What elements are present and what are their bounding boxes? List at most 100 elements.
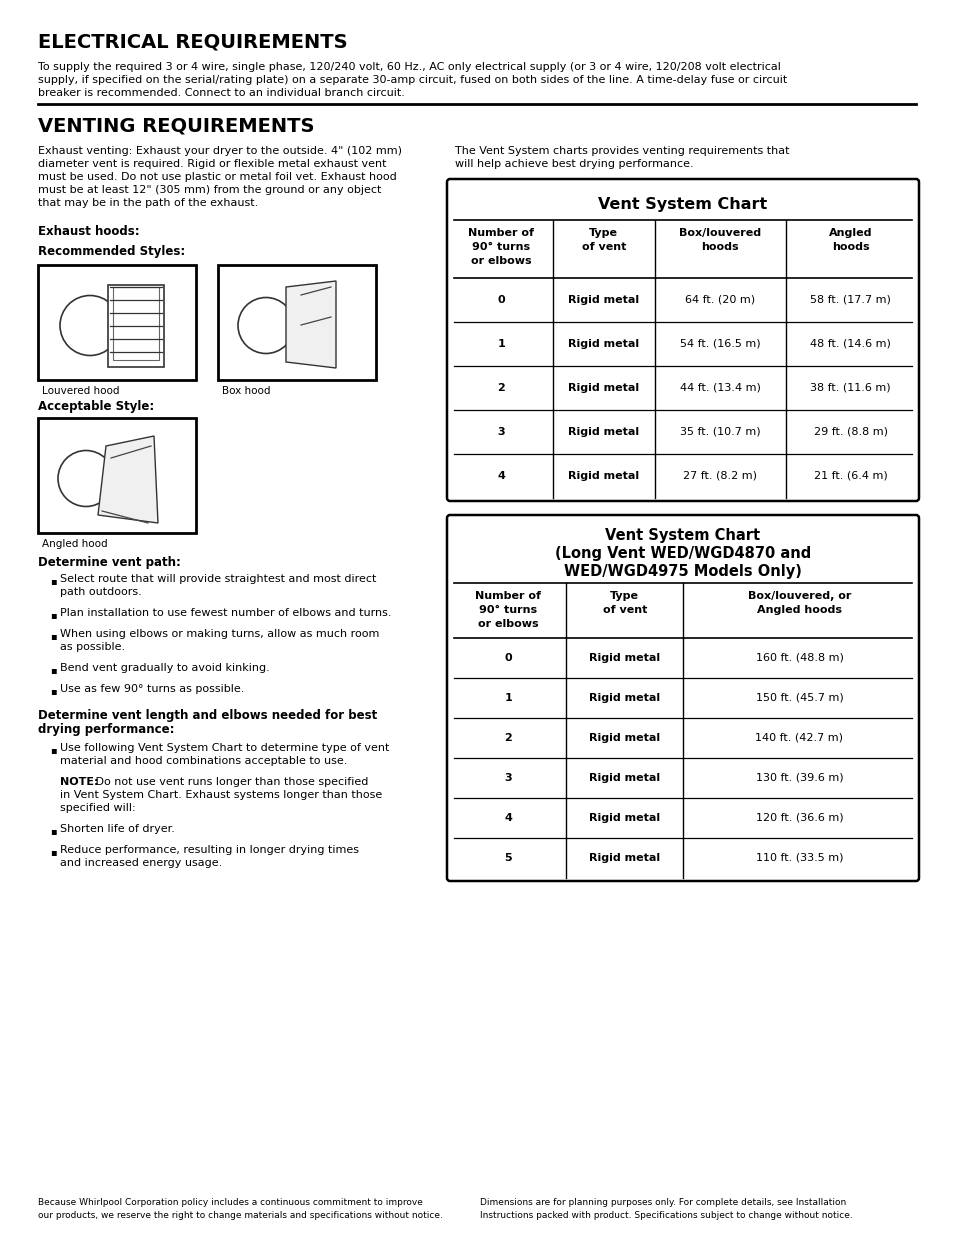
Text: WED/WGD4975 Models Only): WED/WGD4975 Models Only) — [563, 564, 801, 579]
Text: 4: 4 — [504, 813, 512, 823]
Text: Bend vent gradually to avoid kinking.: Bend vent gradually to avoid kinking. — [60, 663, 270, 673]
Text: 150 ft. (45.7 m): 150 ft. (45.7 m) — [755, 693, 842, 703]
FancyBboxPatch shape — [447, 179, 918, 501]
Text: diameter vent is required. Rigid or flexible metal exhaust vent: diameter vent is required. Rigid or flex… — [38, 159, 386, 169]
Text: 1: 1 — [504, 693, 512, 703]
Text: 35 ft. (10.7 m): 35 ft. (10.7 m) — [679, 427, 760, 437]
Text: Angled: Angled — [828, 228, 872, 238]
Text: 4: 4 — [497, 471, 505, 480]
Text: 120 ft. (36.6 m): 120 ft. (36.6 m) — [755, 813, 842, 823]
Text: 3: 3 — [497, 427, 504, 437]
Text: must be at least 12" (305 mm) from the ground or any object: must be at least 12" (305 mm) from the g… — [38, 185, 381, 195]
Text: 2: 2 — [504, 734, 512, 743]
Text: 2: 2 — [497, 383, 504, 393]
Text: specified will:: specified will: — [60, 803, 135, 813]
Text: 90° turns: 90° turns — [472, 242, 530, 252]
Circle shape — [237, 298, 294, 353]
Text: 3: 3 — [504, 773, 512, 783]
Text: Rigid metal: Rigid metal — [589, 693, 659, 703]
Text: as possible.: as possible. — [60, 642, 125, 652]
Bar — [108, 285, 164, 367]
Text: Rigid metal: Rigid metal — [568, 427, 639, 437]
Text: Rigid metal: Rigid metal — [589, 853, 659, 863]
Text: Rigid metal: Rigid metal — [568, 383, 639, 393]
Text: Vent System Chart: Vent System Chart — [598, 198, 767, 212]
Circle shape — [58, 451, 113, 506]
Text: material and hood combinations acceptable to use.: material and hood combinations acceptabl… — [60, 756, 347, 766]
FancyBboxPatch shape — [447, 515, 918, 881]
Bar — [38, 417, 195, 534]
Text: Shorten life of dryer.: Shorten life of dryer. — [60, 824, 174, 834]
Text: 5: 5 — [504, 853, 512, 863]
Text: 110 ft. (33.5 m): 110 ft. (33.5 m) — [755, 853, 842, 863]
Text: in Vent System Chart. Exhaust systems longer than those: in Vent System Chart. Exhaust systems lo… — [60, 790, 382, 800]
Text: Plan installation to use fewest number of elbows and turns.: Plan installation to use fewest number o… — [60, 608, 391, 618]
Text: Number of: Number of — [468, 228, 534, 238]
Text: 48 ft. (14.6 m): 48 ft. (14.6 m) — [809, 338, 890, 350]
Text: 1: 1 — [497, 338, 504, 350]
Text: 21 ft. (6.4 m): 21 ft. (6.4 m) — [813, 471, 886, 480]
Text: Box hood: Box hood — [222, 387, 271, 396]
Text: Number of: Number of — [475, 592, 540, 601]
Text: Dimensions are for planning purposes only. For complete details, see Installatio: Dimensions are for planning purposes onl… — [479, 1198, 852, 1219]
Text: must be used. Do not use plastic or metal foil vet. Exhaust hood: must be used. Do not use plastic or meta… — [38, 172, 396, 182]
Text: hoods: hoods — [700, 242, 739, 252]
Text: and increased energy usage.: and increased energy usage. — [60, 858, 222, 868]
Text: 0: 0 — [497, 295, 504, 305]
Bar — [218, 266, 375, 380]
Text: Determine vent path:: Determine vent path: — [38, 556, 181, 569]
Text: Rigid metal: Rigid metal — [568, 295, 639, 305]
Text: Use following Vent System Chart to determine type of vent: Use following Vent System Chart to deter… — [60, 743, 389, 753]
Text: Box/louvered: Box/louvered — [679, 228, 760, 238]
Text: of vent: of vent — [581, 242, 625, 252]
Text: NOTE:: NOTE: — [60, 777, 98, 787]
Text: Angled hoods: Angled hoods — [757, 605, 841, 615]
Text: Rigid metal: Rigid metal — [589, 734, 659, 743]
Text: Louvered hood: Louvered hood — [42, 387, 119, 396]
Text: The Vent System charts provides venting requirements that: The Vent System charts provides venting … — [455, 146, 789, 156]
Text: Rigid metal: Rigid metal — [589, 653, 659, 663]
Text: will help achieve best drying performance.: will help achieve best drying performanc… — [455, 159, 693, 169]
Text: of vent: of vent — [602, 605, 646, 615]
Text: hoods: hoods — [831, 242, 869, 252]
Text: Reduce performance, resulting in longer drying times: Reduce performance, resulting in longer … — [60, 845, 358, 855]
Text: ▪: ▪ — [50, 826, 56, 836]
Text: 0: 0 — [504, 653, 512, 663]
Text: breaker is recommended. Connect to an individual branch circuit.: breaker is recommended. Connect to an in… — [38, 88, 404, 98]
Text: Do not use vent runs longer than those specified: Do not use vent runs longer than those s… — [91, 777, 368, 787]
Text: path outdoors.: path outdoors. — [60, 587, 142, 597]
Text: 64 ft. (20 m): 64 ft. (20 m) — [684, 295, 755, 305]
Text: ▪: ▪ — [50, 664, 56, 676]
Text: Because Whirlpool Corporation policy includes a continuous commitment to improve: Because Whirlpool Corporation policy inc… — [38, 1198, 442, 1219]
Text: or elbows: or elbows — [471, 256, 531, 266]
Text: 90° turns: 90° turns — [478, 605, 537, 615]
Text: Rigid metal: Rigid metal — [589, 773, 659, 783]
Text: Type: Type — [589, 228, 618, 238]
Text: 27 ft. (8.2 m): 27 ft. (8.2 m) — [682, 471, 757, 480]
Text: Rigid metal: Rigid metal — [568, 338, 639, 350]
Text: that may be in the path of the exhaust.: that may be in the path of the exhaust. — [38, 198, 258, 207]
Text: Use as few 90° turns as possible.: Use as few 90° turns as possible. — [60, 684, 244, 694]
Text: drying performance:: drying performance: — [38, 722, 174, 736]
Text: ▪: ▪ — [50, 685, 56, 697]
Text: When using elbows or making turns, allow as much room: When using elbows or making turns, allow… — [60, 629, 379, 638]
Polygon shape — [98, 436, 158, 522]
Text: Select route that will provide straightest and most direct: Select route that will provide straighte… — [60, 574, 376, 584]
Text: ▪: ▪ — [50, 631, 56, 641]
Text: 38 ft. (11.6 m): 38 ft. (11.6 m) — [810, 383, 890, 393]
Text: ▪: ▪ — [50, 847, 56, 857]
Text: Rigid metal: Rigid metal — [568, 471, 639, 480]
Text: ELECTRICAL REQUIREMENTS: ELECTRICAL REQUIREMENTS — [38, 32, 347, 51]
Text: 54 ft. (16.5 m): 54 ft. (16.5 m) — [679, 338, 760, 350]
Text: Acceptable Style:: Acceptable Style: — [38, 400, 154, 412]
Text: Determine vent length and elbows needed for best: Determine vent length and elbows needed … — [38, 709, 376, 722]
Text: Rigid metal: Rigid metal — [589, 813, 659, 823]
Text: 58 ft. (17.7 m): 58 ft. (17.7 m) — [809, 295, 890, 305]
Text: 160 ft. (48.8 m): 160 ft. (48.8 m) — [755, 653, 842, 663]
Text: VENTING REQUIREMENTS: VENTING REQUIREMENTS — [38, 116, 314, 135]
Text: Recommended Styles:: Recommended Styles: — [38, 245, 185, 258]
Text: ▪: ▪ — [50, 576, 56, 585]
Bar — [38, 266, 195, 380]
Text: Vent System Chart: Vent System Chart — [605, 529, 760, 543]
Text: Box/louvered, or: Box/louvered, or — [747, 592, 850, 601]
